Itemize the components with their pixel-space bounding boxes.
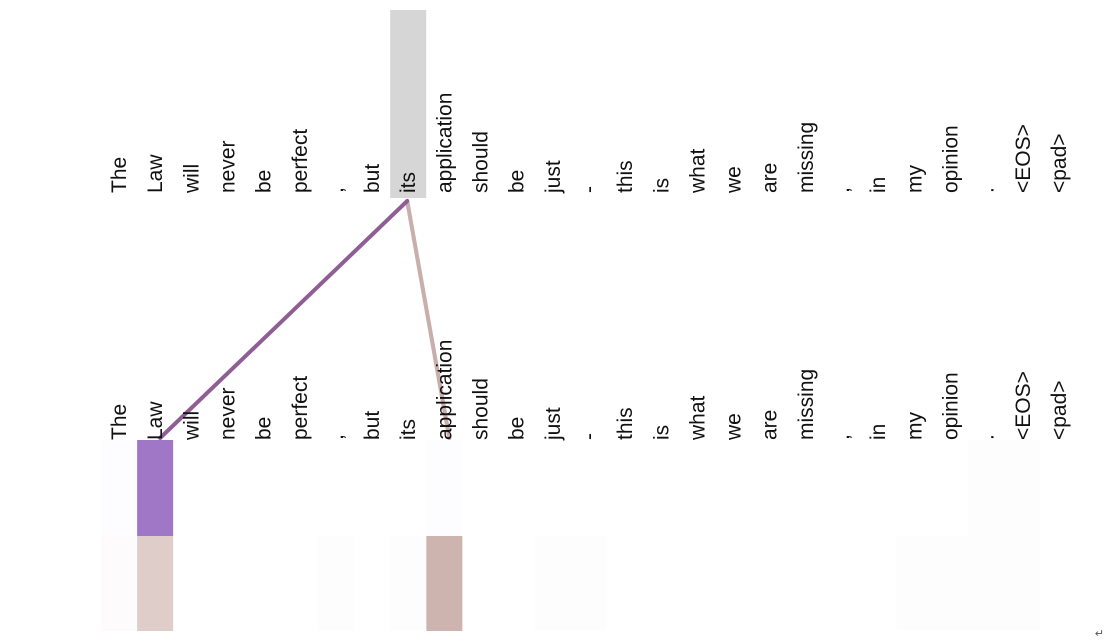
top-token[interactable]: be — [253, 170, 276, 193]
top-token[interactable]: but — [361, 164, 384, 193]
bottom-token[interactable]: just — [542, 407, 565, 441]
top-token[interactable]: <EOS> — [1012, 124, 1035, 193]
bottom-token[interactable]: but — [361, 411, 384, 440]
bottom-token[interactable]: never — [216, 387, 239, 440]
bottom-token[interactable]: its — [397, 419, 420, 440]
bottom-token[interactable]: my — [903, 412, 926, 440]
top-token[interactable]: The — [108, 157, 131, 193]
attention-line-secondary — [405, 198, 452, 441]
bottom-token[interactable]: this — [614, 407, 637, 440]
bottom-token[interactable]: are — [759, 410, 782, 440]
top-token[interactable]: <pad> — [1048, 133, 1071, 193]
attention-cell-primary — [969, 440, 1005, 536]
bottom-token[interactable]: opinion — [939, 372, 962, 440]
top-token[interactable]: in — [867, 177, 890, 193]
bottom-token[interactable]: application — [433, 340, 456, 440]
attention-cell-secondary — [390, 536, 426, 631]
top-token[interactable]: are — [759, 163, 782, 193]
top-token[interactable]: , — [325, 187, 348, 193]
attention-highlights — [101, 10, 1041, 631]
bottom-token[interactable]: , — [831, 434, 854, 440]
attention-cell-secondary — [571, 536, 607, 631]
bottom-token[interactable]: be — [506, 417, 529, 440]
top-token[interactable]: opinion — [939, 125, 962, 193]
bottom-token[interactable]: be — [253, 417, 276, 440]
attention-lines — [158, 198, 452, 441]
attention-cell-primary — [137, 440, 174, 536]
top-token[interactable]: this — [614, 160, 637, 193]
top-token[interactable]: is — [650, 178, 673, 193]
top-token[interactable]: we — [723, 166, 746, 194]
attention-cell-secondary — [1005, 536, 1041, 631]
attention-cell-secondary — [896, 536, 932, 631]
top-token[interactable]: missing — [795, 122, 818, 193]
bottom-token[interactable]: The — [108, 404, 131, 440]
attention-cell-secondary — [969, 536, 1005, 631]
bottom-token[interactable]: Law — [144, 401, 167, 440]
top-token[interactable]: should — [470, 131, 493, 193]
top-token-selected[interactable]: its — [397, 172, 420, 193]
bottom-token[interactable]: in — [867, 424, 890, 440]
attention-line-primary — [158, 199, 410, 440]
bottom-token[interactable]: <EOS> — [1012, 371, 1035, 440]
bottom-token[interactable]: is — [650, 425, 673, 440]
attention-cell-secondary — [101, 536, 137, 631]
top-token[interactable]: just — [542, 160, 565, 194]
attention-cell-secondary — [426, 536, 463, 631]
top-token[interactable]: will — [180, 164, 203, 194]
top-token[interactable]: . — [976, 187, 999, 193]
attention-cell-secondary — [932, 536, 968, 631]
top-token[interactable]: - — [578, 186, 601, 193]
attention-cell-secondary — [137, 536, 174, 631]
bottom-token[interactable]: <pad> — [1048, 380, 1071, 440]
attention-cell-secondary — [535, 536, 571, 631]
bottom-token[interactable]: what — [686, 395, 709, 441]
attention-cell-primary — [101, 440, 137, 536]
top-token[interactable]: be — [506, 170, 529, 193]
bottom-token[interactable]: , — [325, 434, 348, 440]
top-token[interactable]: application — [433, 93, 456, 193]
bottom-token[interactable]: missing — [795, 369, 818, 440]
attention-cell-secondary — [318, 536, 354, 631]
top-token[interactable]: Law — [144, 154, 167, 193]
bottom-token[interactable]: should — [470, 378, 493, 440]
return-mark: ↵ — [1094, 627, 1104, 640]
top-token[interactable]: what — [686, 148, 709, 194]
top-token[interactable]: perfect — [289, 129, 312, 193]
top-token[interactable]: my — [903, 165, 926, 193]
top-token[interactable]: , — [831, 187, 854, 193]
bottom-token[interactable]: perfect — [289, 376, 312, 440]
top-token-row: The Law will never be perfect, but its applicati… — [108, 93, 1071, 194]
bottom-token[interactable]: - — [578, 433, 601, 440]
bottom-token[interactable]: will — [180, 411, 203, 441]
bottom-token[interactable]: we — [723, 413, 746, 441]
attention-cell-primary — [1005, 440, 1041, 536]
top-token[interactable]: never — [216, 140, 239, 193]
query-token-highlight — [390, 10, 427, 198]
attention-cell-primary — [426, 440, 462, 536]
bottom-token[interactable]: . — [976, 434, 999, 440]
bottom-token-row: The Law will never be perfect, but its applicati… — [108, 340, 1071, 441]
